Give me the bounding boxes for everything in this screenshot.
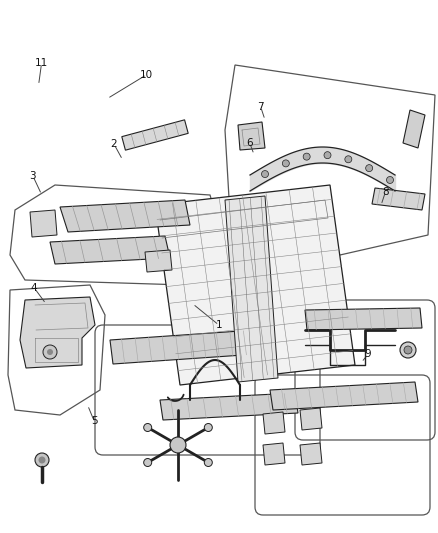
Circle shape	[366, 165, 373, 172]
Circle shape	[43, 345, 57, 359]
Polygon shape	[225, 196, 278, 382]
Text: 1: 1	[215, 320, 223, 330]
Polygon shape	[238, 122, 265, 150]
Circle shape	[324, 152, 331, 159]
Polygon shape	[403, 110, 425, 148]
Circle shape	[170, 437, 186, 453]
Circle shape	[204, 458, 212, 466]
Polygon shape	[122, 120, 188, 150]
Polygon shape	[110, 330, 258, 364]
Text: 9: 9	[364, 350, 371, 359]
Polygon shape	[50, 236, 170, 264]
Circle shape	[204, 424, 212, 432]
Polygon shape	[160, 393, 298, 420]
Text: 6: 6	[246, 138, 253, 148]
Text: 4: 4	[31, 283, 38, 293]
Circle shape	[39, 456, 46, 464]
Circle shape	[345, 156, 352, 163]
Polygon shape	[270, 382, 418, 410]
Polygon shape	[263, 443, 285, 465]
Polygon shape	[20, 297, 95, 368]
Circle shape	[47, 349, 53, 355]
Polygon shape	[300, 443, 322, 465]
Circle shape	[303, 153, 310, 160]
Polygon shape	[155, 185, 355, 385]
Text: 8: 8	[382, 187, 389, 197]
Polygon shape	[300, 408, 322, 430]
Text: 3: 3	[29, 171, 36, 181]
Polygon shape	[263, 412, 285, 434]
Text: 11: 11	[35, 58, 48, 68]
Text: 10: 10	[140, 70, 153, 79]
Circle shape	[35, 453, 49, 467]
Circle shape	[400, 342, 416, 358]
Circle shape	[144, 458, 152, 466]
Text: 5: 5	[91, 416, 98, 426]
Circle shape	[283, 160, 290, 167]
Circle shape	[261, 171, 268, 177]
Circle shape	[386, 176, 393, 183]
Polygon shape	[305, 308, 422, 330]
Text: 2: 2	[110, 139, 117, 149]
Circle shape	[404, 346, 412, 354]
Polygon shape	[30, 210, 57, 237]
Polygon shape	[60, 200, 190, 232]
Polygon shape	[145, 250, 172, 272]
Text: 7: 7	[257, 102, 264, 111]
Circle shape	[144, 424, 152, 432]
Polygon shape	[372, 188, 425, 210]
